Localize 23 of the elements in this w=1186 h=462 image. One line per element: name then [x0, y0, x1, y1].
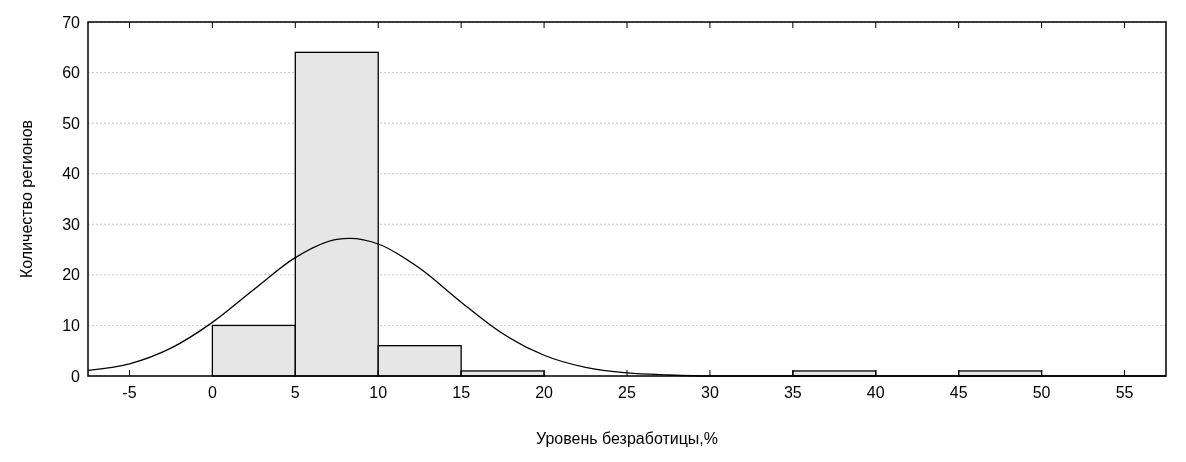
x-tick-label: 50: [1032, 384, 1051, 401]
x-tick-label: 25: [618, 384, 636, 401]
x-tick-label: 10: [369, 384, 388, 401]
x-tick-label: 20: [535, 384, 554, 401]
x-axis-title: Уровень безработицы,%: [535, 430, 719, 447]
x-tick-label: -5: [122, 384, 137, 401]
x-tick-label: 0: [207, 384, 217, 401]
y-tick-label: 60: [62, 64, 81, 82]
y-tick-label: 10: [62, 317, 81, 335]
x-tick-label: 35: [783, 384, 802, 401]
y-tick-label: 30: [62, 215, 81, 233]
y-tick-label: 20: [62, 266, 81, 284]
y-axis-title: Количество регионов: [18, 119, 35, 279]
y-tick-label: 40: [62, 165, 81, 183]
y-tick-label: 50: [62, 114, 81, 132]
y-tick-label: 0: [71, 367, 81, 385]
x-tick-label: 15: [452, 384, 471, 401]
x-tick-label: 40: [866, 384, 885, 401]
x-tick-label: 45: [949, 384, 968, 401]
x-tick-label: 30: [701, 384, 719, 401]
x-tick-label: 5: [290, 384, 300, 401]
y-tick-label: 70: [62, 13, 81, 31]
x-tick-label: 55: [1115, 384, 1134, 401]
